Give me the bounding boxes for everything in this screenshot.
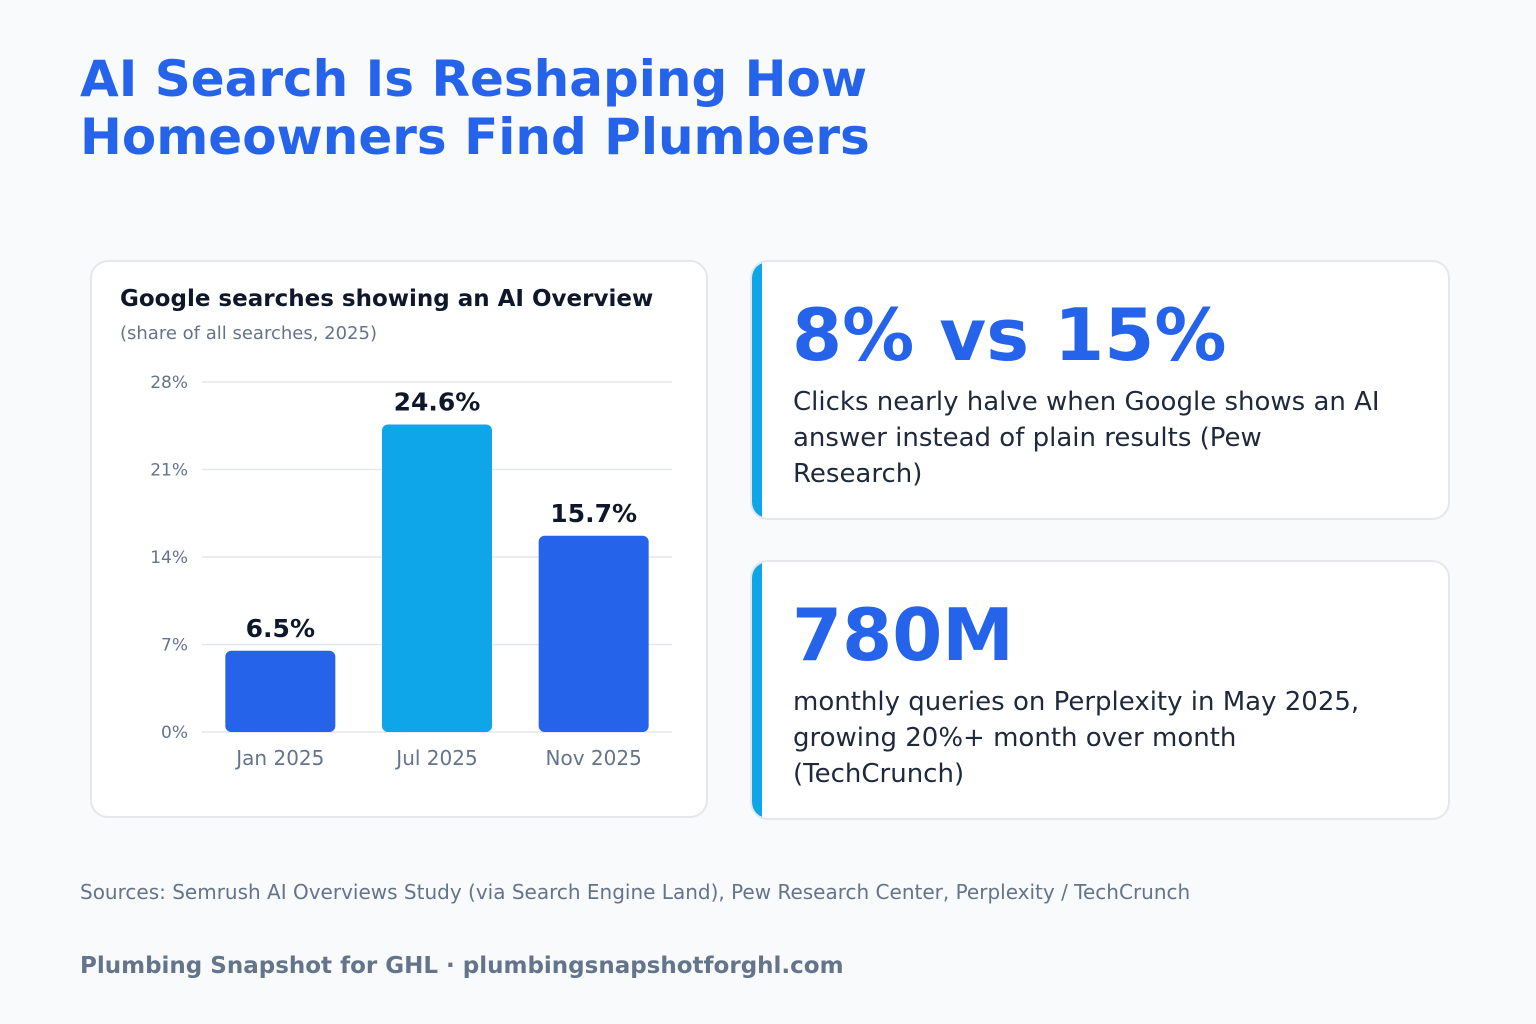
y-tick-label: 14% xyxy=(150,548,188,568)
bar-chart: 0% 7% 14% 21% 28% 6.5% Jan 2025 24.6% Jul 2025 15… xyxy=(150,373,672,770)
stat-card-clicks: 8% vs 15% Clicks nearly halve when Googl… xyxy=(750,260,1450,520)
y-tick-label: 21% xyxy=(150,461,188,481)
data-label: 24.6% xyxy=(394,388,481,417)
y-tick-label: 0% xyxy=(161,723,188,743)
bar xyxy=(382,424,492,732)
footer-brand: Plumbing Snapshot for GHL · plumbingsnap… xyxy=(80,953,844,979)
y-tick-label: 7% xyxy=(161,636,188,656)
page-title: AI Search Is Reshaping How Homeowners Fi… xyxy=(80,50,870,166)
stat-accent-bar xyxy=(752,262,762,518)
chart-title: Google searches showing an AI Overview xyxy=(120,286,654,312)
title-line-1: AI Search Is Reshaping How xyxy=(80,50,868,108)
y-tick-label: 28% xyxy=(150,373,188,393)
bar xyxy=(538,535,649,732)
x-tick-label: Jan 2025 xyxy=(234,746,324,770)
stat-value: 8% vs 15% xyxy=(792,293,1227,377)
x-tick-label: Jul 2025 xyxy=(394,746,477,770)
title-line-2: Homeowners Find Plumbers xyxy=(80,108,870,166)
stat-value: 780M xyxy=(792,593,1014,677)
stat-accent-bar xyxy=(752,562,762,818)
stat-description: Clicks nearly halve when Google shows an… xyxy=(793,387,1380,489)
data-label: 15.7% xyxy=(550,499,637,528)
bar xyxy=(225,650,336,732)
chart-card: Google searches showing an AI Overview (… xyxy=(90,260,708,818)
stat-description: monthly queries on Perplexity in May 202… xyxy=(793,687,1360,789)
stat-card-perplexity: 780M monthly queries on Perplexity in Ma… xyxy=(750,560,1450,820)
sources-note: Sources: Semrush AI Overviews Study (via… xyxy=(80,880,1191,904)
data-label: 6.5% xyxy=(246,614,315,643)
x-tick-label: Nov 2025 xyxy=(546,746,642,770)
chart-subtitle: (share of all searches, 2025) xyxy=(120,323,377,344)
